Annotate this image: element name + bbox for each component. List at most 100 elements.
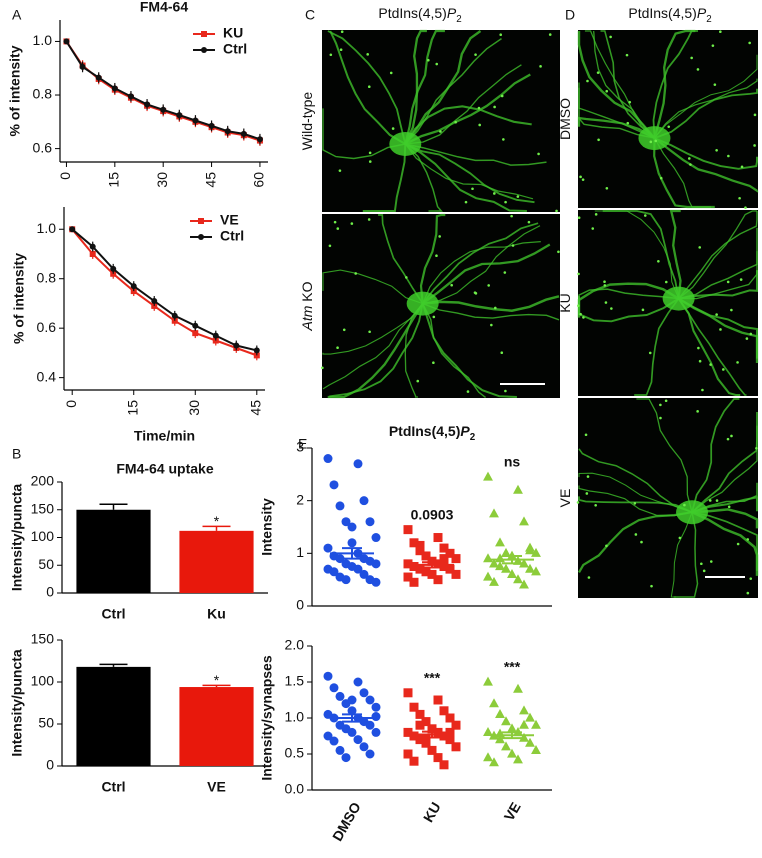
marker xyxy=(445,735,455,745)
puncta xyxy=(367,218,371,221)
y-axis-label: Intensity xyxy=(259,498,275,556)
neurite xyxy=(422,303,486,398)
marker xyxy=(415,735,425,745)
y-tick-label: 1 xyxy=(296,544,304,560)
text-part: DMSO xyxy=(557,98,573,140)
puncta xyxy=(715,499,719,502)
puncta xyxy=(342,328,346,332)
marker xyxy=(415,564,425,574)
puncta xyxy=(329,53,333,57)
soma xyxy=(662,286,695,311)
neurite xyxy=(404,105,532,145)
neurite xyxy=(404,143,527,213)
puncta xyxy=(659,176,663,180)
marker xyxy=(439,731,449,741)
y-tick-label: 100 xyxy=(31,673,55,689)
puncta xyxy=(719,30,722,34)
y-tick-label: 50 xyxy=(38,556,54,572)
marker xyxy=(240,130,247,137)
marker xyxy=(483,471,493,481)
y-tick-label: 0.6 xyxy=(37,319,57,335)
marker xyxy=(501,563,511,573)
puncta xyxy=(527,220,531,224)
puncta xyxy=(366,53,369,56)
y-axis-label: Intensity/puncta xyxy=(9,484,25,592)
neurite xyxy=(378,214,424,305)
x-tick-label: 60 xyxy=(251,172,267,188)
marker xyxy=(421,738,431,748)
neurite xyxy=(677,298,741,397)
neurite xyxy=(634,298,680,396)
image-label: Wild-type xyxy=(299,92,315,151)
puncta xyxy=(753,144,756,147)
neurite xyxy=(691,511,759,576)
marker xyxy=(433,753,443,763)
marker xyxy=(433,575,443,585)
panel-letter: B xyxy=(12,446,21,462)
neurite xyxy=(678,210,757,300)
puncta xyxy=(328,244,332,248)
puncta xyxy=(746,538,750,541)
marker xyxy=(427,556,437,566)
neurite xyxy=(594,210,680,299)
marker xyxy=(353,677,363,687)
chart-title: FM4-64 uptake xyxy=(116,461,213,477)
neurite xyxy=(652,30,698,139)
micrograph xyxy=(322,214,560,398)
marker xyxy=(451,554,461,564)
neurite xyxy=(327,30,407,145)
puncta xyxy=(696,68,700,71)
puncta xyxy=(736,542,740,546)
marker xyxy=(335,691,345,701)
chart-title: PtdIns(4,5)P2 xyxy=(389,423,476,443)
y-tick-label: 0 xyxy=(296,597,304,613)
puncta xyxy=(603,280,606,284)
neurite xyxy=(669,209,682,299)
marker xyxy=(403,559,413,569)
x-axis-label: Time/min xyxy=(134,428,195,444)
marker xyxy=(359,569,369,579)
neurite xyxy=(422,222,539,305)
puncta xyxy=(585,492,589,495)
y-tick-label: 2 xyxy=(296,491,304,507)
marker xyxy=(256,136,263,143)
puncta xyxy=(582,316,585,319)
neurite xyxy=(691,508,759,529)
marker xyxy=(403,525,413,535)
marker xyxy=(427,724,437,734)
x-tick-label: Ku xyxy=(207,606,226,622)
marker xyxy=(519,558,529,568)
marker xyxy=(489,698,499,708)
neurite xyxy=(654,88,758,139)
neurite xyxy=(421,303,517,398)
puncta xyxy=(610,307,613,310)
puncta xyxy=(596,71,600,74)
puncta xyxy=(628,100,632,104)
y-tick-label: 1.0 xyxy=(33,32,53,48)
puncta xyxy=(474,53,477,56)
y-tick-label: 0.4 xyxy=(37,368,57,384)
puncta xyxy=(435,62,439,66)
marker xyxy=(323,671,333,681)
puncta xyxy=(321,366,324,370)
neurite xyxy=(653,138,715,209)
y-tick-label: 200 xyxy=(31,473,55,489)
puncta xyxy=(746,591,750,595)
marker xyxy=(365,695,375,705)
marker xyxy=(329,683,339,693)
marker xyxy=(507,748,517,758)
marker xyxy=(501,716,511,726)
puncta xyxy=(548,33,552,36)
marker xyxy=(415,546,425,556)
marker xyxy=(433,533,443,543)
marker xyxy=(513,484,523,494)
marker xyxy=(403,727,413,737)
puncta xyxy=(587,576,591,579)
puncta xyxy=(435,254,438,258)
puncta xyxy=(664,399,668,403)
puncta xyxy=(539,65,542,68)
neurite xyxy=(404,143,534,200)
puncta xyxy=(715,148,718,152)
puncta xyxy=(339,48,343,51)
x-tick-label: 45 xyxy=(202,172,218,188)
